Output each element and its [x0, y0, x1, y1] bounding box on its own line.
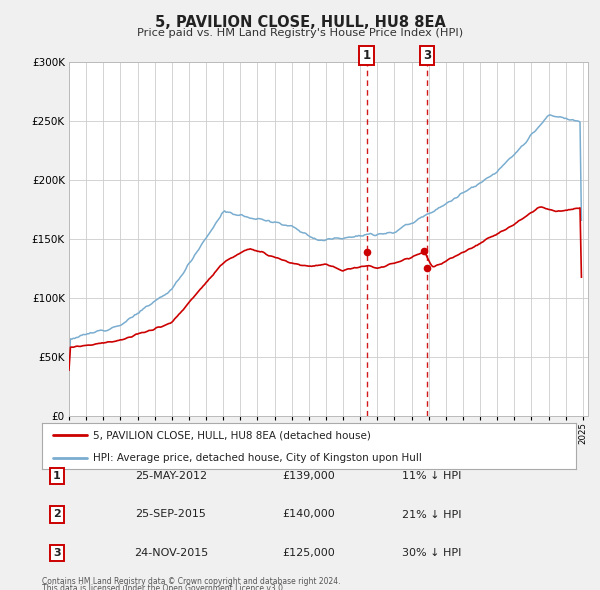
Text: 1: 1	[362, 49, 371, 62]
Text: Price paid vs. HM Land Registry's House Price Index (HPI): Price paid vs. HM Land Registry's House …	[137, 28, 463, 38]
Text: 21% ↓ HPI: 21% ↓ HPI	[402, 510, 462, 519]
Text: Contains HM Land Registry data © Crown copyright and database right 2024.: Contains HM Land Registry data © Crown c…	[42, 577, 341, 586]
Text: 5, PAVILION CLOSE, HULL, HU8 8EA: 5, PAVILION CLOSE, HULL, HU8 8EA	[155, 15, 445, 30]
Text: 1: 1	[53, 471, 61, 481]
Text: £140,000: £140,000	[283, 510, 335, 519]
Text: HPI: Average price, detached house, City of Kingston upon Hull: HPI: Average price, detached house, City…	[93, 453, 422, 463]
Text: £125,000: £125,000	[283, 548, 335, 558]
Text: 30% ↓ HPI: 30% ↓ HPI	[403, 548, 461, 558]
Text: 3: 3	[53, 548, 61, 558]
Text: £139,000: £139,000	[283, 471, 335, 481]
Text: 5, PAVILION CLOSE, HULL, HU8 8EA (detached house): 5, PAVILION CLOSE, HULL, HU8 8EA (detach…	[93, 431, 371, 441]
Text: 3: 3	[423, 49, 431, 62]
Text: 11% ↓ HPI: 11% ↓ HPI	[403, 471, 461, 481]
Text: 2: 2	[53, 510, 61, 519]
Text: This data is licensed under the Open Government Licence v3.0.: This data is licensed under the Open Gov…	[42, 584, 286, 590]
Text: 25-SEP-2015: 25-SEP-2015	[136, 510, 206, 519]
Text: 25-MAY-2012: 25-MAY-2012	[135, 471, 207, 481]
Text: 24-NOV-2015: 24-NOV-2015	[134, 548, 208, 558]
